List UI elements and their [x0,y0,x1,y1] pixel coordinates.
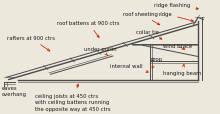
Text: wind brace: wind brace [163,44,192,50]
Text: ridge: ridge [158,12,193,22]
Text: rafters at 900 ctrs: rafters at 900 ctrs [7,36,55,52]
Text: ceiling joists at 450 ctrs
with ceiling battens running
the opposite way at 450 : ceiling joists at 450 ctrs with ceiling … [35,84,111,111]
Text: ridge flashing: ridge flashing [154,3,198,10]
Text: roof sheeting: roof sheeting [123,12,160,26]
Text: under purlin: under purlin [84,46,116,56]
Text: collar tie: collar tie [136,29,162,40]
Text: hanging beam: hanging beam [163,65,201,76]
Text: internal wall: internal wall [110,63,148,73]
Text: roof battens at 900 ctrs: roof battens at 900 ctrs [57,21,120,38]
Text: prop: prop [151,57,163,69]
Text: eaves
overhang: eaves overhang [2,85,27,96]
